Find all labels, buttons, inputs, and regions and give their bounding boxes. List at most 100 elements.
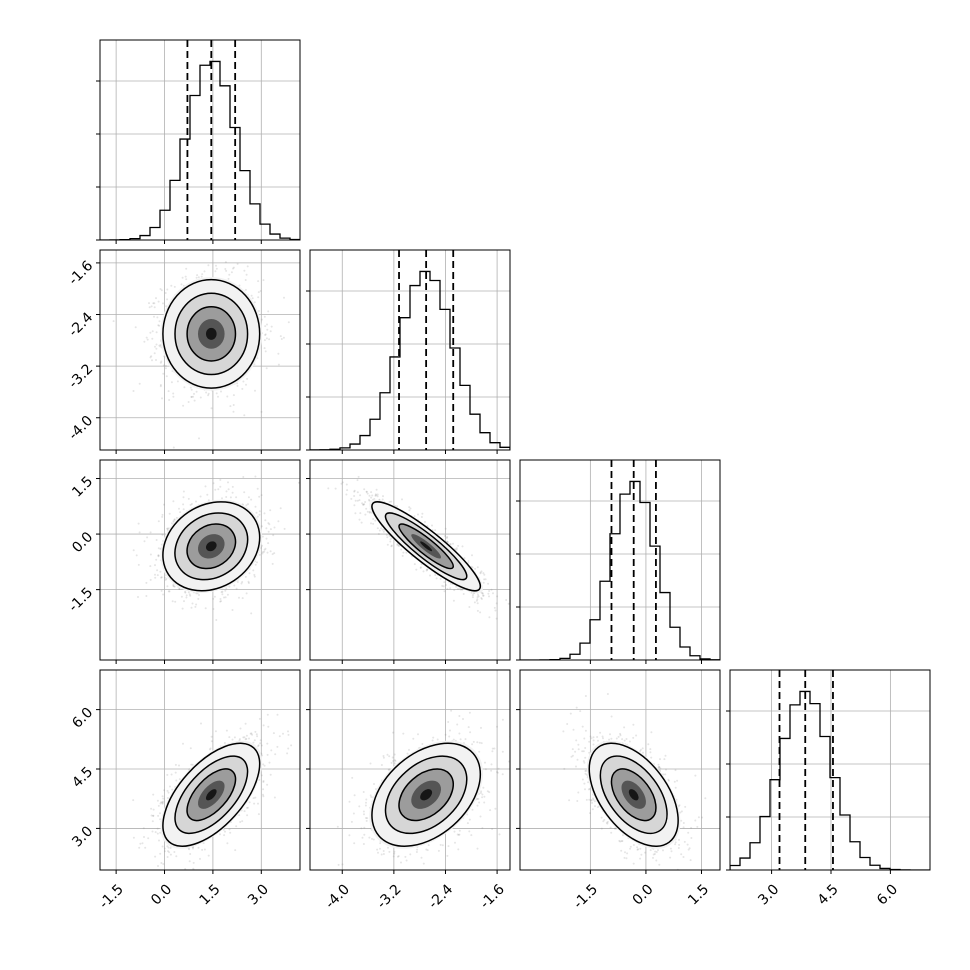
scatter-point bbox=[376, 495, 379, 498]
scatter-point bbox=[396, 505, 399, 508]
scatter-point bbox=[266, 328, 269, 331]
scatter-point bbox=[444, 584, 447, 586]
scatter-point bbox=[390, 500, 393, 503]
scatter-point bbox=[268, 338, 271, 341]
scatter-point bbox=[146, 536, 149, 539]
scatter-point bbox=[178, 587, 181, 590]
scatter-point bbox=[262, 279, 265, 282]
scatter-point bbox=[207, 392, 210, 395]
scatter-point bbox=[345, 493, 348, 496]
scatter-point bbox=[148, 306, 151, 309]
scatter-point bbox=[221, 497, 223, 500]
scatter-point bbox=[374, 493, 377, 496]
scatter-point bbox=[439, 577, 442, 580]
scatter-point bbox=[377, 533, 380, 535]
scatter-point bbox=[145, 581, 148, 584]
scatter-point bbox=[172, 392, 175, 395]
scatter-point bbox=[247, 496, 250, 499]
scatter-point bbox=[408, 506, 411, 509]
scatter-point bbox=[495, 602, 498, 605]
scatter-point bbox=[197, 597, 200, 600]
scatter-point bbox=[471, 594, 474, 597]
scatter-point bbox=[488, 595, 490, 598]
scatter-point bbox=[482, 572, 485, 575]
scatter-point bbox=[160, 360, 163, 363]
scatter-point bbox=[232, 266, 235, 269]
scatter-point bbox=[280, 338, 283, 340]
scatter-point bbox=[189, 503, 192, 506]
scatter-point bbox=[265, 537, 268, 540]
scatter-point bbox=[370, 496, 373, 499]
scatter-point bbox=[340, 482, 343, 485]
scatter-point bbox=[161, 515, 164, 518]
grid bbox=[520, 460, 720, 660]
scatter-point bbox=[448, 543, 451, 546]
scatter-point bbox=[422, 570, 425, 573]
scatter-point bbox=[151, 337, 154, 340]
scatter-point bbox=[268, 523, 271, 526]
scatter-point bbox=[359, 494, 362, 497]
scatter-point bbox=[233, 584, 236, 587]
scatter-point bbox=[160, 589, 163, 592]
scatter-point bbox=[154, 564, 156, 567]
scatter-point bbox=[151, 873, 153, 875]
scatter-point bbox=[164, 578, 167, 581]
scatter-point bbox=[254, 505, 257, 508]
scatter-point bbox=[244, 575, 247, 578]
scatter-point bbox=[441, 584, 444, 587]
scatter-point bbox=[151, 359, 153, 362]
scatter-point bbox=[449, 582, 452, 585]
scatter-point bbox=[154, 573, 156, 576]
scatter-point bbox=[273, 526, 276, 529]
scatter-point bbox=[419, 567, 422, 569]
scatter-point bbox=[263, 550, 266, 553]
scatter-point bbox=[283, 296, 285, 299]
scatter-point bbox=[238, 284, 241, 287]
y-tick-label: -1.5 bbox=[66, 585, 97, 616]
scatter-point bbox=[219, 598, 222, 600]
scatter-panel-1-0 bbox=[96, 249, 301, 454]
scatter-point bbox=[424, 520, 426, 523]
scatter-point bbox=[187, 591, 190, 594]
scatter-point bbox=[224, 268, 227, 270]
scatter-point bbox=[267, 310, 270, 313]
scatter-point bbox=[248, 572, 251, 575]
scatter-point bbox=[162, 372, 165, 375]
scatter-point bbox=[172, 500, 175, 503]
scatter-point bbox=[230, 271, 233, 274]
scatter-point bbox=[154, 576, 157, 579]
scatter-point bbox=[245, 383, 247, 386]
scatter-point bbox=[271, 553, 274, 556]
scatter-point bbox=[267, 542, 270, 545]
scatter-point bbox=[196, 274, 199, 277]
scatter-point bbox=[112, 320, 115, 323]
scatter-point bbox=[446, 541, 449, 543]
scatter-point bbox=[181, 276, 184, 279]
scatter-point bbox=[236, 384, 239, 387]
scatter-point bbox=[457, 544, 460, 547]
scatter-point bbox=[163, 503, 165, 506]
scatter-point bbox=[282, 336, 285, 339]
scatter-point bbox=[264, 350, 267, 353]
scatter-point bbox=[145, 336, 148, 339]
contour-level-1 bbox=[384, 512, 468, 581]
scatter-point bbox=[198, 594, 200, 596]
scatter-point bbox=[143, 340, 146, 343]
scatter-point bbox=[482, 581, 485, 584]
scatter-point bbox=[454, 548, 457, 551]
scatter-point bbox=[476, 602, 479, 605]
scatter-point bbox=[213, 595, 216, 598]
scatter-point bbox=[449, 543, 452, 546]
scatter-point bbox=[477, 593, 479, 596]
scatter-point bbox=[488, 590, 491, 592]
scatter-point bbox=[184, 275, 187, 278]
scatter-point bbox=[212, 608, 215, 610]
contour-level-2 bbox=[371, 501, 482, 592]
scatter-point bbox=[507, 602, 510, 605]
scatter-point bbox=[297, 481, 300, 484]
scatter-point bbox=[378, 529, 381, 532]
scatter-point bbox=[168, 590, 171, 593]
scatter-point bbox=[243, 491, 246, 494]
scatter-point bbox=[269, 528, 272, 531]
scatter-point bbox=[413, 515, 416, 518]
